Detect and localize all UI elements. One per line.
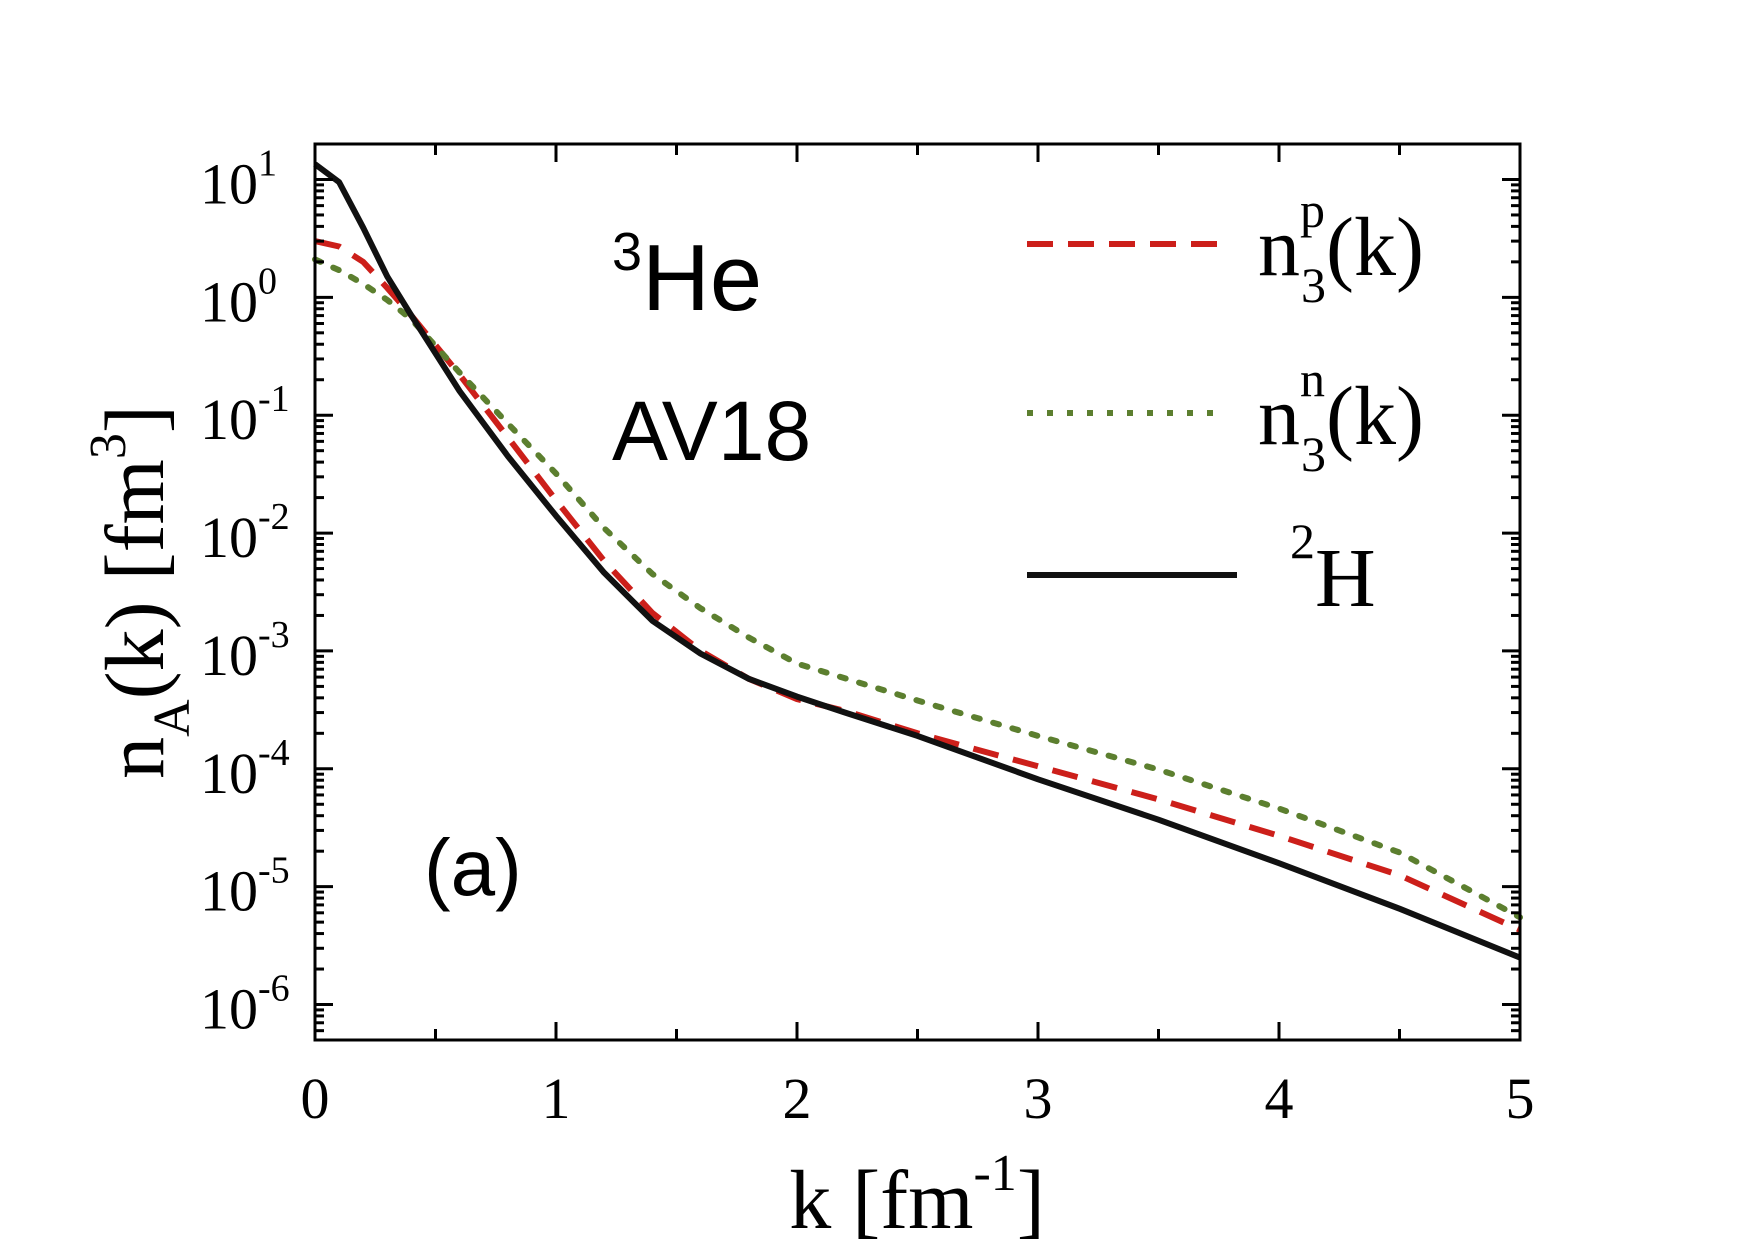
nucleus-label: 3He xyxy=(612,222,762,330)
legend-deuteron-sup: 2 xyxy=(1290,513,1315,569)
legend: np 3(k) nn 3(k) 2H xyxy=(1027,182,1424,625)
x-tick-label: 3 xyxy=(1024,1066,1053,1131)
series-line-p xyxy=(314,238,1522,933)
potential-label: AV18 xyxy=(612,384,811,478)
y-axis-label-sup: 3 xyxy=(80,433,137,459)
y-tick-base: 10 xyxy=(200,859,258,924)
y-tick-exponent: 0 xyxy=(258,260,277,302)
x-tick-label: 2 xyxy=(783,1066,812,1131)
y-axis-label: nA(k) [fm3] xyxy=(80,405,201,779)
panel-label: (a) xyxy=(424,823,522,912)
y-tick-label: 10-4 xyxy=(200,732,290,806)
y-tick-label: 100 xyxy=(200,260,277,334)
y-tick-exponent: 1 xyxy=(258,142,277,184)
y-tick-label: 10-2 xyxy=(200,496,290,570)
nucleus-mass-number: 3 xyxy=(612,222,642,282)
y-tick-label: 101 xyxy=(200,142,277,216)
series-line-2H xyxy=(313,161,1522,961)
y-axis-label-mid: (k) [fm xyxy=(89,459,182,699)
legend-neutron-sub: 3 xyxy=(1301,426,1326,482)
legend-proton-n: n xyxy=(1258,201,1300,294)
x-tick-label: 0 xyxy=(301,1066,330,1131)
legend-label-proton: np 3(k) xyxy=(1258,182,1424,313)
y-axis-label-tail: ] xyxy=(89,405,182,433)
y-tick-base: 10 xyxy=(200,741,258,806)
plot-series-layer xyxy=(312,161,1523,961)
axis-ticks xyxy=(313,142,1522,1042)
nucleus-symbol: He xyxy=(642,225,762,330)
y-axis-label-sub: A xyxy=(144,699,201,737)
legend-proton-tail: (k) xyxy=(1326,201,1424,294)
x-axis-label: k [fm-1] xyxy=(789,1145,1045,1239)
legend-deuteron-main: H xyxy=(1315,532,1376,625)
y-tick-base: 10 xyxy=(200,269,258,334)
y-tick-base: 10 xyxy=(200,977,258,1042)
y-tick-label: 10-6 xyxy=(200,968,290,1042)
legend-neutron-tail: (k) xyxy=(1326,370,1424,463)
y-tick-exponent: -4 xyxy=(258,732,290,774)
y-tick-label: 10-1 xyxy=(200,378,290,452)
y-tick-label: 10-3 xyxy=(200,614,290,688)
legend-proton-sub: 3 xyxy=(1301,257,1326,313)
y-tick-exponent: -1 xyxy=(258,378,290,420)
y-tick-exponent: -6 xyxy=(258,968,290,1010)
y-tick-exponent: -3 xyxy=(258,614,290,656)
legend-neutron-n: n xyxy=(1258,370,1300,463)
y-tick-exponent: -2 xyxy=(258,496,290,538)
y-tick-base: 10 xyxy=(200,505,258,570)
x-axis-label-sup: -1 xyxy=(973,1145,1016,1202)
series-line-n xyxy=(312,256,1523,921)
y-axis-label-n: n xyxy=(89,737,182,779)
y-tick-base: 10 xyxy=(200,151,258,216)
x-tick-label: 5 xyxy=(1506,1066,1535,1131)
legend-neutron-sup: n xyxy=(1300,351,1325,407)
legend-label-deuteron: 2H xyxy=(1290,513,1376,625)
y-tick-base: 10 xyxy=(200,623,258,688)
legend-proton-sup: p xyxy=(1300,182,1325,238)
x-axis-label-main: k [fm xyxy=(789,1154,973,1239)
x-tick-label: 1 xyxy=(542,1066,571,1131)
x-axis-label-tail: ] xyxy=(1017,1154,1045,1239)
y-tick-exponent: -5 xyxy=(258,850,290,892)
y-tick-base: 10 xyxy=(200,387,258,452)
y-tick-label: 10-5 xyxy=(200,850,290,924)
legend-label-neutron: nn 3(k) xyxy=(1258,351,1424,482)
x-tick-label: 4 xyxy=(1265,1066,1294,1131)
